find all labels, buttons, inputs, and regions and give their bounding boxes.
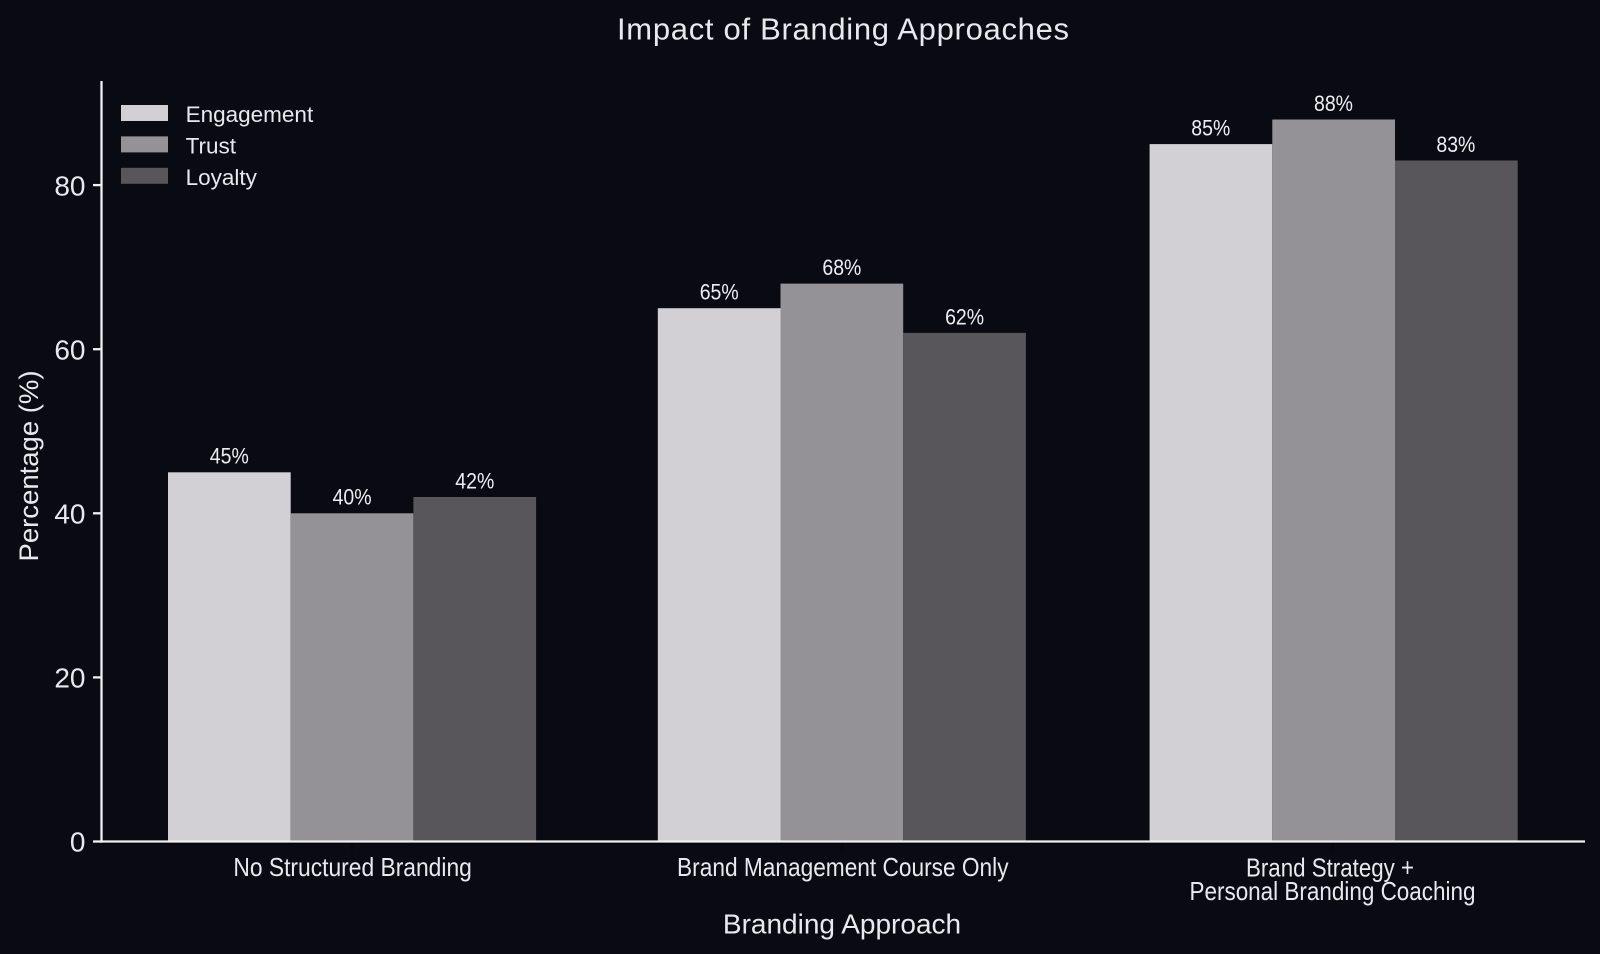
svg-text:65%: 65%: [700, 280, 739, 305]
svg-text:80: 80: [54, 170, 85, 201]
svg-text:83%: 83%: [1436, 132, 1475, 157]
svg-text:Loyalty: Loyalty: [186, 165, 258, 190]
svg-text:Personal Branding Coaching: Personal Branding Coaching: [1190, 876, 1476, 906]
svg-text:60: 60: [54, 334, 85, 365]
svg-text:Impact of Branding Approaches: Impact of Branding Approaches: [617, 12, 1069, 47]
svg-text:68%: 68%: [822, 255, 861, 280]
svg-text:40%: 40%: [333, 485, 372, 510]
svg-text:0: 0: [70, 827, 86, 858]
svg-text:88%: 88%: [1314, 91, 1353, 116]
svg-text:85%: 85%: [1191, 116, 1230, 141]
svg-text:Engagement: Engagement: [186, 102, 314, 127]
svg-text:Trust: Trust: [186, 133, 237, 158]
svg-text:20: 20: [54, 663, 85, 694]
svg-text:Brand Management Course Only: Brand Management Course Only: [677, 852, 1009, 882]
svg-text:42%: 42%: [455, 468, 494, 493]
svg-text:40: 40: [54, 499, 85, 530]
svg-text:No Structured Branding: No Structured Branding: [233, 852, 472, 882]
svg-text:Brand Strategy +: Brand Strategy +: [1246, 853, 1414, 883]
svg-text:45%: 45%: [210, 444, 249, 469]
svg-text:Branding Approach: Branding Approach: [723, 909, 961, 940]
svg-text:Percentage (%): Percentage (%): [14, 371, 44, 562]
svg-text:62%: 62%: [945, 304, 984, 329]
